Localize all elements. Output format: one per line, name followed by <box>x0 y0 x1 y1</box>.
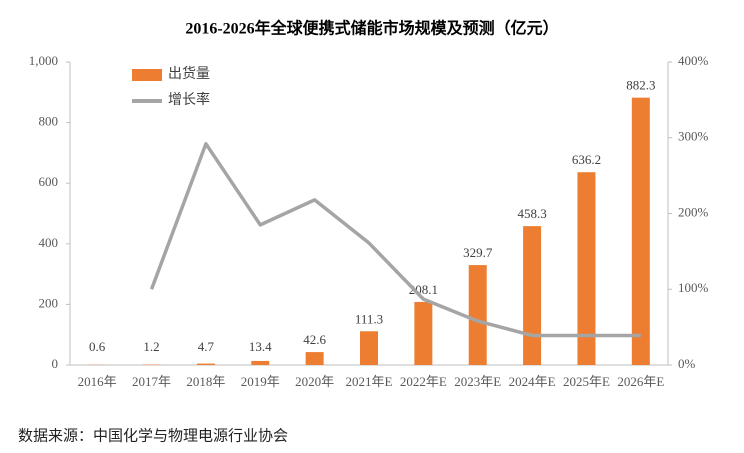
bar <box>414 301 433 365</box>
x-tick-label: 2025年E <box>563 374 610 389</box>
growth-line <box>149 142 641 338</box>
x-tick-label: 2026年E <box>617 374 664 389</box>
data-label: 111.3 <box>355 311 383 326</box>
bar <box>468 265 487 365</box>
source-note: 数据来源：中国化学与物理电源行业协会 <box>18 427 288 444</box>
y-tick-label: 200 <box>39 295 59 310</box>
y2-tick-label: 0% <box>678 356 696 371</box>
x-tick-label: 2017年 <box>132 374 171 389</box>
y-tick-label: 400 <box>39 235 59 250</box>
bar <box>251 360 270 365</box>
y2-tick-label: 300% <box>678 129 709 144</box>
y2-tick-label: 400% <box>678 53 709 68</box>
bar <box>360 331 378 365</box>
data-label: 636.2 <box>572 152 601 167</box>
y-tick-label: 800 <box>39 114 59 129</box>
x-tick-label: 2019年 <box>241 374 280 389</box>
legend-label: 增长率 <box>168 91 210 108</box>
y-tick-label: 600 <box>39 174 59 189</box>
legend-swatch <box>132 69 162 81</box>
data-label: 13.4 <box>249 339 272 354</box>
x-tick-label: 2021年E <box>346 374 393 389</box>
bar <box>523 226 542 365</box>
bar <box>577 172 596 365</box>
bar <box>196 363 215 365</box>
bar <box>305 352 324 365</box>
x-tick-label: 2020年 <box>295 374 334 389</box>
y2-tick-label: 100% <box>678 280 709 295</box>
data-label: 4.7 <box>198 339 215 354</box>
x-tick-label: 2016年 <box>78 374 117 389</box>
data-label: 329.7 <box>463 245 493 260</box>
data-label: 42.6 <box>303 332 326 347</box>
chart-title: 2016-2026年全球便携式储能市场规模及预测（亿元） <box>185 19 558 38</box>
y-tick-label: 1,000 <box>29 53 58 68</box>
data-label: 882.3 <box>626 78 655 93</box>
data-label: 458.3 <box>517 206 546 221</box>
y-tick-label: 0 <box>52 356 59 371</box>
legend-label: 出货量 <box>168 65 210 82</box>
y2-tick-label: 200% <box>678 204 709 219</box>
bar <box>631 97 650 366</box>
x-tick-label: 2024年E <box>509 374 556 389</box>
x-tick-label: 2023年E <box>454 374 501 389</box>
x-tick-label: 2018年 <box>186 374 225 389</box>
x-tick-label: 2022年E <box>400 374 447 389</box>
data-label: 1.2 <box>143 339 159 354</box>
data-label: 0.6 <box>89 339 106 354</box>
